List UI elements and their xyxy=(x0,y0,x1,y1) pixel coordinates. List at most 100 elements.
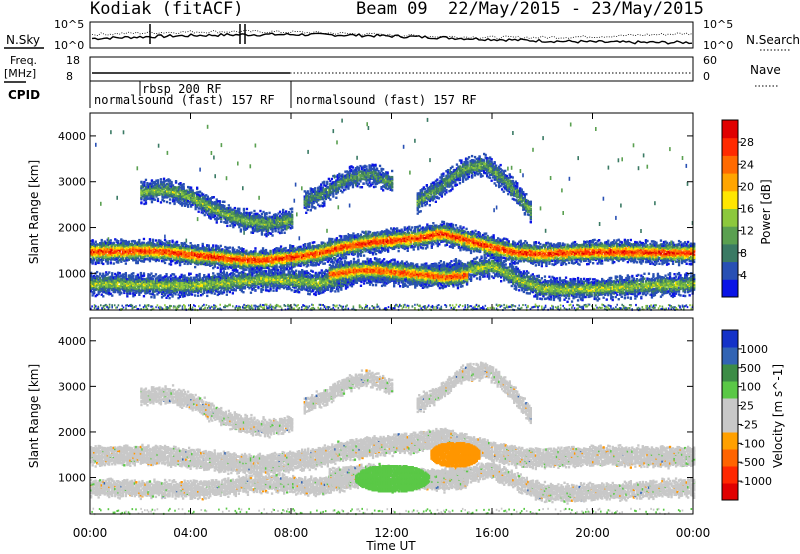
power-cell xyxy=(363,254,365,256)
power-cell xyxy=(432,222,434,224)
date-range: 22/May/2015 - 23/May/2015 xyxy=(448,0,704,19)
cpid-label: CPID xyxy=(8,88,40,102)
power-cell xyxy=(452,224,454,226)
power-cell xyxy=(337,254,339,256)
power-cell xyxy=(212,244,214,246)
power-cell xyxy=(465,228,467,230)
power-cell xyxy=(369,231,371,233)
power-cell xyxy=(508,240,510,242)
power-cell xyxy=(110,239,112,241)
freq-tick-top: 18 xyxy=(66,54,80,67)
power-cell xyxy=(138,239,140,241)
power-cell xyxy=(92,239,94,241)
power-cell xyxy=(120,261,122,263)
power-cell xyxy=(168,240,170,242)
power-cell xyxy=(300,246,302,248)
power-cell xyxy=(387,249,389,251)
power-cell xyxy=(360,255,362,257)
nsky-tick-bottom: 10^0 xyxy=(54,39,84,52)
power-cell xyxy=(493,234,495,236)
power-cell xyxy=(334,257,336,259)
power-cell xyxy=(164,262,166,264)
power-cell xyxy=(485,232,487,234)
power-cell xyxy=(446,244,448,246)
power-cell xyxy=(128,241,130,243)
power-cell xyxy=(375,253,377,255)
power-cell xyxy=(254,247,256,249)
power-cell xyxy=(413,248,415,250)
power-cell xyxy=(304,243,306,245)
power-cell xyxy=(324,262,326,264)
beam-label: Beam 09 xyxy=(356,0,428,19)
cpid-entry-normalsound-2: normalsound (fast) 157 RF xyxy=(296,93,477,107)
power-cell xyxy=(331,238,333,240)
power-cell xyxy=(171,240,173,242)
freq-tick-bottom: 8 xyxy=(66,70,73,83)
power-cell xyxy=(520,240,522,242)
nave-tick-top: 60 xyxy=(703,54,717,67)
power-cell xyxy=(426,246,428,248)
power-cell xyxy=(101,239,103,241)
power-cell xyxy=(352,232,354,234)
power-cell xyxy=(470,250,472,252)
power-cell xyxy=(410,229,412,231)
nsearch-label: N.Search xyxy=(746,33,800,47)
power-cell xyxy=(125,262,127,264)
power-cell xyxy=(245,250,247,252)
power-cell xyxy=(202,243,204,245)
freq-panel-frame xyxy=(90,57,693,81)
cpid-entry-normalsound-1: normalsound (fast) 157 RF xyxy=(94,93,275,107)
power-cell xyxy=(408,232,410,234)
power-cell xyxy=(285,247,287,249)
power-cell xyxy=(143,238,145,240)
power-cell xyxy=(458,244,460,246)
power-cell xyxy=(438,243,440,245)
power-cell xyxy=(411,226,413,228)
power-cell xyxy=(360,234,362,236)
power-cell xyxy=(155,239,157,241)
power-cell xyxy=(422,247,424,249)
power-cell xyxy=(514,242,516,244)
power-cell xyxy=(414,228,416,230)
power-cell xyxy=(217,267,219,269)
station-title: Kodiak (fitACF) xyxy=(90,0,244,19)
freq-label-line1: Freq. xyxy=(10,54,37,67)
power-cell xyxy=(414,230,416,232)
power-cell xyxy=(459,225,461,227)
power-cell xyxy=(477,231,479,233)
power-cell xyxy=(292,245,294,247)
power-cell xyxy=(254,250,256,252)
power-cell xyxy=(170,263,172,265)
power-cell xyxy=(113,242,115,244)
power-cell xyxy=(197,244,199,246)
power-cell xyxy=(474,230,476,232)
power-cell xyxy=(242,248,244,250)
power-cell xyxy=(396,227,398,229)
nsky-tick-top: 10^5 xyxy=(54,18,84,31)
power-cell xyxy=(158,259,160,261)
power-cell xyxy=(117,240,119,242)
power-cell xyxy=(220,245,222,247)
power-cell xyxy=(269,250,271,252)
power-cell xyxy=(265,249,267,251)
nsky-label: N.Sky xyxy=(6,33,40,47)
power-cell xyxy=(419,225,421,227)
power-cell xyxy=(280,245,282,247)
power-cell xyxy=(443,221,445,223)
power-cell xyxy=(245,269,247,271)
power-cell xyxy=(233,248,235,250)
power-cell xyxy=(102,263,104,265)
power-cell xyxy=(313,241,315,243)
power-cell xyxy=(176,241,178,243)
power-cell xyxy=(336,237,338,239)
power-cell xyxy=(190,242,192,244)
nsearch-tick-bottom: 10^0 xyxy=(703,39,733,52)
power-cell xyxy=(462,226,464,228)
power-cell xyxy=(95,241,97,243)
power-cell xyxy=(208,244,210,246)
power-cell xyxy=(407,250,409,252)
power-cell xyxy=(194,266,196,268)
power-cell xyxy=(307,264,309,266)
power-cell xyxy=(398,250,400,252)
